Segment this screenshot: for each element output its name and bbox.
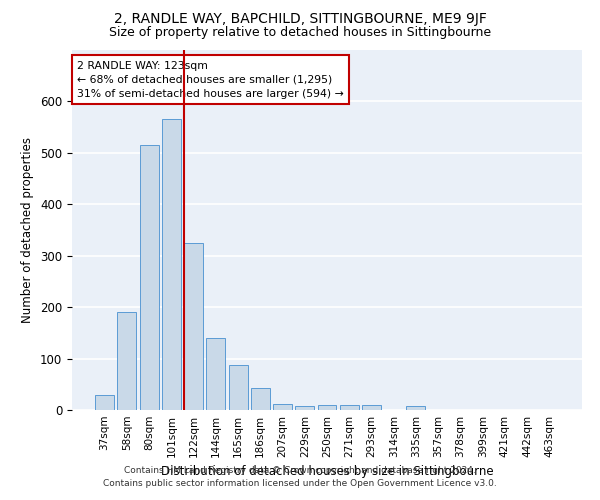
Bar — [273, 404, 292, 410]
X-axis label: Distribution of detached houses by size in Sittingbourne: Distribution of detached houses by size … — [161, 466, 493, 478]
Bar — [362, 405, 381, 410]
Bar — [295, 406, 314, 410]
Bar — [118, 312, 136, 410]
Text: Contains HM Land Registry data © Crown copyright and database right 2024.
Contai: Contains HM Land Registry data © Crown c… — [103, 466, 497, 487]
Bar — [406, 406, 425, 410]
Bar — [206, 338, 225, 410]
Bar — [340, 405, 359, 410]
Bar — [162, 120, 181, 410]
Text: 2, RANDLE WAY, BAPCHILD, SITTINGBOURNE, ME9 9JF: 2, RANDLE WAY, BAPCHILD, SITTINGBOURNE, … — [113, 12, 487, 26]
Bar — [251, 388, 270, 410]
Text: Size of property relative to detached houses in Sittingbourne: Size of property relative to detached ho… — [109, 26, 491, 39]
Text: 2 RANDLE WAY: 123sqm
← 68% of detached houses are smaller (1,295)
31% of semi-de: 2 RANDLE WAY: 123sqm ← 68% of detached h… — [77, 61, 344, 99]
Bar — [95, 394, 114, 410]
Bar — [229, 364, 248, 410]
Y-axis label: Number of detached properties: Number of detached properties — [22, 137, 34, 323]
Bar — [317, 405, 337, 410]
Bar — [140, 145, 158, 410]
Bar — [184, 243, 203, 410]
